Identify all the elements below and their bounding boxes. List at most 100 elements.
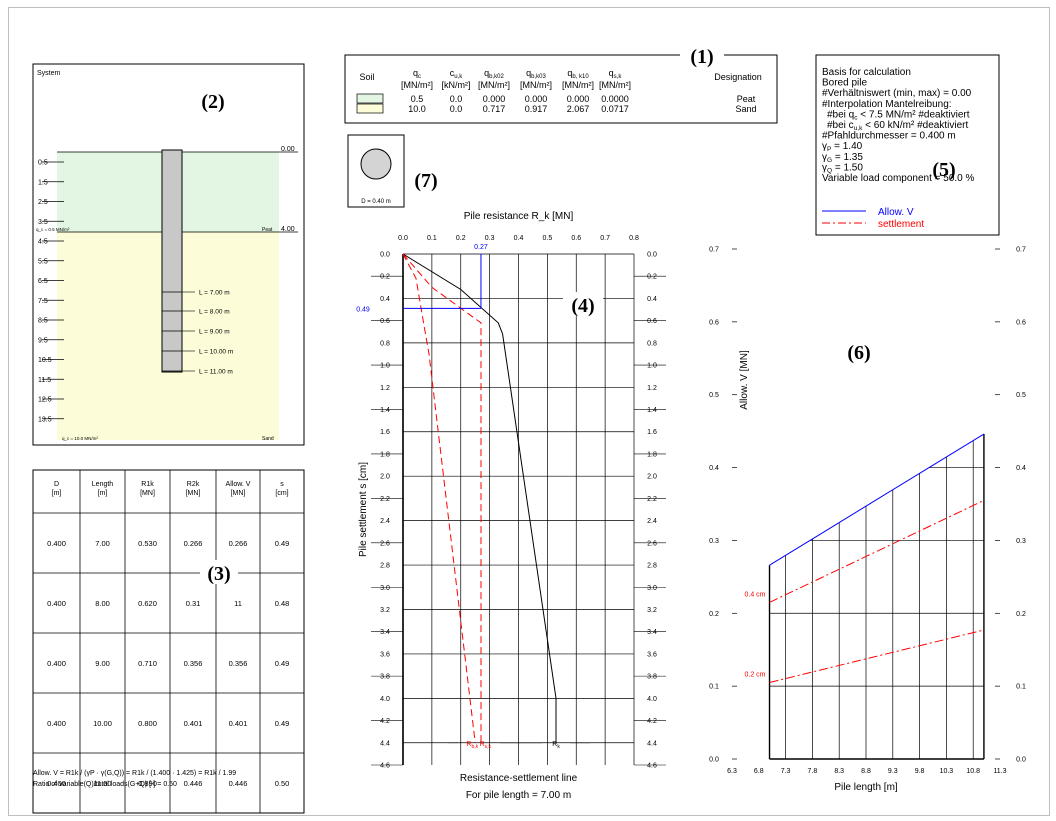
results-cell: 9.00 <box>95 659 110 668</box>
chart1-y-tick-right: 1.8 <box>647 451 657 458</box>
basis-line: #Pfahldurchmesser = 0.400 m <box>822 131 956 142</box>
resistance-settlement-chart: Pile resistance R_k [MN] 0.0 0.1 0.2 0.3 0.4 0… <box>356 211 666 801</box>
soil-header-unit-4: [MN/m²] <box>520 80 552 90</box>
chart1-y-tick: 1.4 <box>380 407 390 414</box>
results-cell: 0.49 <box>275 539 290 548</box>
chart2-settlement-series <box>769 629 985 683</box>
chart1-y-tick-right: 4.0 <box>647 696 657 703</box>
level-layer: 4.00 <box>281 226 295 233</box>
chart1-y-tick: 3.0 <box>380 585 390 592</box>
chart1-y-tick: 2.4 <box>380 518 390 525</box>
pile-length-label: L = 10.00 m <box>199 349 233 356</box>
layer1-qc: q_c = 0.5 MN/m² <box>36 227 70 232</box>
results-cell: 0.356 <box>184 659 203 668</box>
chart2-y-tick: 0.1 <box>709 684 719 691</box>
results-cell: 10.00 <box>93 719 112 728</box>
depth-tick-label: 5.5 <box>38 258 48 265</box>
chart1-y-label: Pile settlement s [cm] <box>358 462 369 557</box>
chart2-y-tick-right: 0.1 <box>1016 684 1026 691</box>
results-cell: 0.401 <box>184 719 203 728</box>
chart1-title: Pile resistance R_k [MN] <box>464 211 574 222</box>
depth-tick-label: 7.5 <box>38 298 48 305</box>
results-cell: 0.710 <box>138 659 157 668</box>
depth-tick-label: 12.5 <box>38 397 52 404</box>
chart1-y-tick: 0.2 <box>380 274 390 281</box>
chart2-x-tick: 8.8 <box>861 768 871 775</box>
chart2-x-label: Pile length [m] <box>834 782 898 793</box>
soil-table: Soil qc[MN/m²]cu,k[kN/m²]qb,k02[MN/m²]qb,… <box>344 54 778 124</box>
chart2-x-tick: 6.3 <box>727 768 737 775</box>
chart2-series-label: 0.2 cm <box>745 672 766 679</box>
chart1-y-tick: 0.0 <box>380 252 390 259</box>
chart1-y-tick: 2.6 <box>380 540 390 547</box>
pile-length-label: L = 9.00 m <box>199 329 230 336</box>
soil-header-unit-5: [MN/m²] <box>562 80 594 90</box>
chart1-series-rk <box>402 253 557 743</box>
chart1-y-tick-right: 3.8 <box>647 674 657 681</box>
results-header: R2k <box>187 481 200 488</box>
chart2-x-tick: 7.8 <box>808 768 818 775</box>
chart1-y-tick-right: 0.0 <box>647 252 657 259</box>
chart1-y-tick: 0.4 <box>380 296 390 303</box>
chart1-y-tick-right: 4.6 <box>647 763 657 770</box>
results-cell: 0.400 <box>47 719 66 728</box>
chart2-x-tick: 6.8 <box>754 768 764 775</box>
soil-header-1: qc <box>413 68 421 80</box>
chart1-x-tick: 0.4 <box>514 235 524 242</box>
chart1-y-tick-right: 2.8 <box>647 563 657 570</box>
depth-tick-label: 6.5 <box>38 278 48 285</box>
basis-line: γQ = 1.50 <box>822 162 863 174</box>
chart1-y-tick: 1.6 <box>380 429 390 436</box>
chart1-end-label: Rs,k <box>480 741 492 750</box>
results-note-1: Allow. V = R1k / (γP · γ(G,Q)) = R1k / (… <box>33 770 236 777</box>
depth-tick-label: 13.5 <box>38 416 52 423</box>
chart2-x-tick: 9.3 <box>888 768 898 775</box>
chart1-series-rbk <box>402 253 476 743</box>
soil-cell: 0.000 <box>525 94 548 104</box>
results-header-unit: [MN] <box>186 490 201 497</box>
pile-length-label: L = 8.00 m <box>199 309 230 316</box>
depth-tick-label: 2.5 <box>38 199 48 206</box>
results-header: s <box>280 481 284 488</box>
chart1-y-tick-right: 3.4 <box>647 629 657 636</box>
marker-6: (6) <box>847 342 870 364</box>
marker-3: (3) <box>207 563 230 585</box>
chart2-x-tick: 10.3 <box>940 768 954 775</box>
chart1-y-tick-right: 1.4 <box>647 407 657 414</box>
results-cell: 0.266 <box>229 539 248 548</box>
section-label: D = 0.40 m <box>361 199 391 205</box>
chart1-y-tick: 2.8 <box>380 563 390 570</box>
results-cell: 11 <box>234 599 242 608</box>
marker-1: (1) <box>690 46 713 68</box>
soil-cell: 0.5 <box>411 94 424 104</box>
results-cell: 0.890 <box>138 779 157 788</box>
results-cell: 8.00 <box>95 599 110 608</box>
chart1-y-tick-right: 1.6 <box>647 429 657 436</box>
soil-cell: 0.0717 <box>601 104 629 114</box>
chart1-allow-y-label: 0.49 <box>356 306 370 313</box>
chart1-caption-1: Resistance-settlement line <box>460 773 578 784</box>
chart1-end-label: Rb,k <box>466 741 478 750</box>
results-cell: 0.400 <box>47 779 66 788</box>
basis-line: γP = 1.40 <box>822 141 863 153</box>
chart2-x-tick: 9.8 <box>915 768 925 775</box>
chart2-settlement-series <box>769 499 985 603</box>
results-cell: 0.620 <box>138 599 157 608</box>
pile-section: D = 0.40 m <box>347 134 405 208</box>
results-cell: 7.00 <box>95 539 110 548</box>
results-cell: 0.400 <box>47 539 66 548</box>
soil-cell: 0.917 <box>525 104 548 114</box>
soil-cell: 2.067 <box>567 104 590 114</box>
level-top: 0.00 <box>281 146 295 153</box>
chart1-y-tick: 3.8 <box>380 674 390 681</box>
soil-header-7: Designation <box>714 72 762 82</box>
chart2-y-tick-right: 0.3 <box>1016 538 1026 545</box>
soil-cell: 0.0 <box>450 94 463 104</box>
chart2-y-tick: 0.7 <box>709 247 719 254</box>
chart1-end-label: Rk <box>552 741 560 750</box>
chart2-y-tick: 0.2 <box>709 611 719 618</box>
chart1-x-tick: 0.6 <box>571 235 581 242</box>
depth-tick-label: 4.5 <box>38 239 48 246</box>
chart1-y-tick-right: 4.2 <box>647 718 657 725</box>
system-title: System <box>37 70 61 77</box>
